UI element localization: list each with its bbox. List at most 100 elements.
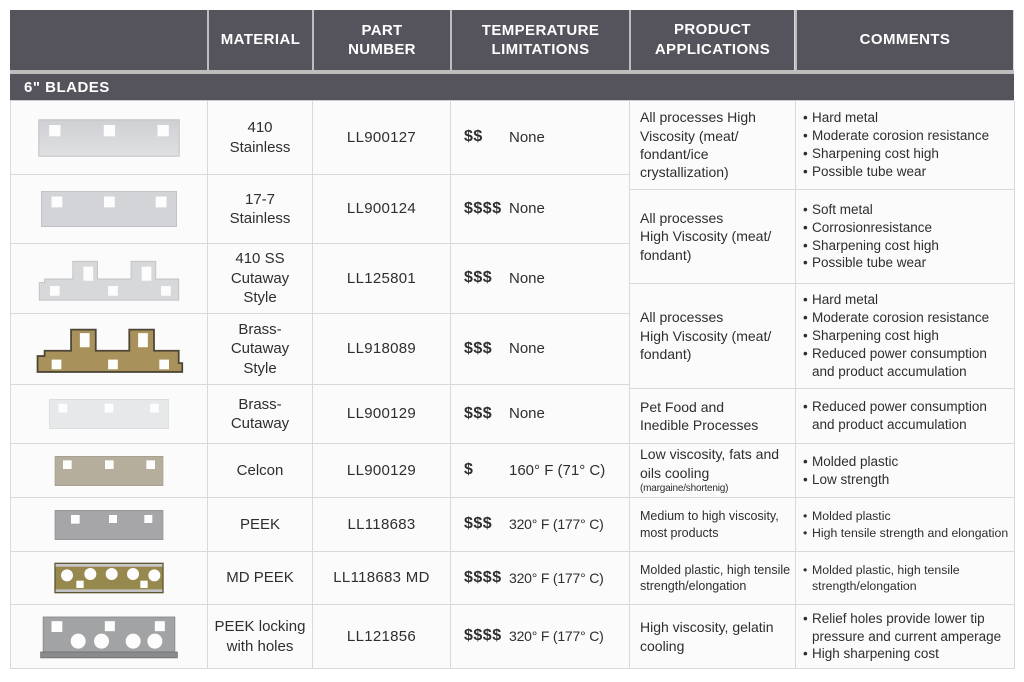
comment-item: • Sharpening cost high [803,146,939,161]
application-text: All processes High Viscosity (meat/ fond… [640,309,772,363]
product-applications-cell: All processes High Viscosity (meat/ fond… [630,284,796,389]
cost-rating: $$$$ [464,568,502,586]
comment-item: • High sharpening cost [803,646,939,662]
temperature-cell: $ 160° F (71° C) [451,444,630,498]
comment-item: • Sharpening cost high [803,237,939,253]
part-number-cell: LL125801 [313,244,451,314]
blade-round-holes-olive-photo [11,552,208,605]
comment-item: • Moderate corosion resistance [803,310,990,326]
temperature-limit: 320° F (177° C) [509,516,604,533]
comment-item: • Possible tube wear [803,163,927,179]
temperature-limit: None [509,269,545,287]
blade-flat-silver-photo [11,175,208,244]
blade-cutaway-brass-photo [11,314,208,385]
cost-rating: $$$ [464,339,493,357]
temperature-limit: None [509,128,545,146]
header-cell-material: MATERIAL [207,10,312,70]
application-text: Molded plastic, high tensile strength/el… [640,562,791,594]
comment-item: • Relief holes provide lower tip pressure… [803,610,1002,644]
table-header-row: MATERIAL PART NUMBER TEMPERATURE LIMITAT… [10,10,1014,70]
header-cell-comments: COMMENTS [795,10,1014,70]
material-cell: Brass- Cutaway [208,385,313,444]
temperature-cell: $$$ None [451,314,630,385]
temperature-limit: 160° F (71° C) [509,461,606,479]
table-row: 410 SS Cutaway Style LL125801 $$$ None [11,244,630,314]
application-text: Medium to high viscosity, most products [640,509,779,540]
material-cell: PEEK locking with holes [208,605,313,669]
material-cell: 17-7 Stainless [208,175,313,244]
temperature-cell: $$$$ None [451,175,630,244]
product-applications-cell: All processes High Viscosity (meat/ fond… [630,190,796,284]
blade-flat-tan-photo [11,444,208,498]
comment-item: • Reduced power consumption and product a… [803,399,987,432]
application-text: Pet Food and Inedible Processes [640,398,759,433]
comments-cell: • Molded plastic, high tensile strength/e… [796,552,1015,605]
material-cell: 410 SS Cutaway Style [208,244,313,314]
section-title: 6" BLADES [24,78,110,96]
section-bar: 6" BLADES [10,74,1014,100]
application-text: All processes High Viscosity (meat/ fond… [640,209,772,263]
header-cell-image [10,10,207,70]
product-applications-cell: Low viscosity, fats and oils cooling (ma… [630,444,796,498]
temperature-cell: $$$$ 320° F (177° C) [451,605,630,669]
temperature-limit: 320° F (177° C) [509,628,604,645]
table-row: 410 Stainless LL900127 $$ None [11,101,630,175]
cost-rating: $$ [464,128,483,146]
comment-item: • Possible tube wear [803,255,927,271]
table-row: 17-7 Stainless LL900124 $$$$ None [11,175,630,244]
cost-rating: $$$ [464,404,493,422]
comments-cell: • Molded plastic • High tensile strength an… [796,498,1015,552]
blade-flat-silver-photo [11,101,208,175]
temperature-cell: $$ None [451,101,630,175]
cost-rating: $$$$ [464,199,502,217]
part-number-cell: LL121856 [313,605,451,669]
comment-item: • Molded plastic, high tensile strength/e… [803,562,960,593]
application-row: Medium to high viscosity, most products … [630,498,1015,552]
product-applications-cell: All processes High Viscosity (meat/ fond… [630,101,796,190]
comment-item: • Hard metal [803,110,879,126]
table-row: MD PEEK LL118683 MD $$$$ 320° F (177° C) [11,552,630,605]
product-applications-cell: Pet Food and Inedible Processes [630,389,796,444]
application-row: All processes High Viscosity (meat/ fond… [630,284,1015,389]
table-body: 410 Stainless LL900127 $$ None 1 [10,100,1015,669]
comment-item: • Sharpening cost high [803,328,939,344]
temperature-cell: $$$ None [451,385,630,444]
comment-item: • Molded plastic [803,509,891,524]
cost-rating: $ [464,461,474,479]
comments-cell: • Relief holes provide lower tip pressure… [796,605,1015,669]
comments-cell: • Hard metal • Moderate corosion resistance… [796,101,1015,190]
comments-cell: • Hard metal • Moderate corosion resistance… [796,284,1015,389]
application-note: (margaine/shortenig) [640,483,729,495]
table-row: PEEK locking with holes LL121856 $$$$ 32… [11,605,630,669]
blade-locking-holes-gray-photo [11,605,208,669]
temperature-cell: $$$ None [451,244,630,314]
comment-item: • Corrosionresistance [803,219,933,235]
application-text: Low viscosity, fats and oils cooling [640,446,780,481]
header-cell-applications: PRODUCT APPLICATIONS [629,10,795,70]
product-applications-cell: Medium to high viscosity, most products [630,498,796,552]
comment-item: • High tensile strength and elongation [803,525,1009,540]
comment-item: • Moderate corosion resistance [803,128,990,144]
application-row: High viscosity, gelatin cooling • Relief … [630,605,1015,669]
right-columns: All processes High Viscosity (meat/ fond… [630,101,1015,669]
product-applications-cell: Molded plastic, high tensile strength/el… [630,552,796,605]
part-number-cell: LL900129 [313,385,451,444]
application-row: All processes High Viscosity (meat/ fond… [630,101,1015,190]
blade-comparison-table: MATERIAL PART NUMBER TEMPERATURE LIMITAT… [10,10,1015,669]
temperature-cell: $$$$ 320° F (177° C) [451,552,630,605]
product-applications-cell: High viscosity, gelatin cooling [630,605,796,669]
part-number-cell: LL900127 [313,101,451,175]
comment-item: • Low strength [803,471,890,487]
material-cell: PEEK [208,498,313,552]
material-cell: Celcon [208,444,313,498]
blade-flat-gray-photo [11,498,208,552]
temperature-limit: None [509,200,545,218]
comment-item: • Hard metal [803,292,879,308]
header-cell-part-number: PART NUMBER [312,10,450,70]
blade-cutaway-silver-photo [11,244,208,314]
comment-item: • Soft metal [803,201,873,217]
part-number-cell: LL900124 [313,175,451,244]
part-number-cell: LL918089 [313,314,451,385]
table-row: Brass- Cutaway LL900129 $$$ None [11,385,630,444]
table-row: Celcon LL900129 $ 160° F (71° C) [11,444,630,498]
